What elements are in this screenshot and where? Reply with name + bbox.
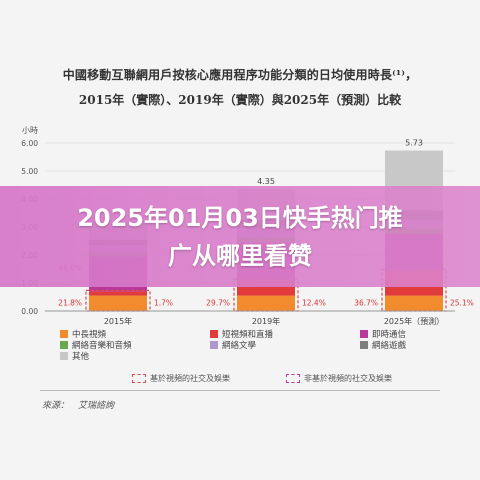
chart-title-line1: 中國移動互聯網用戶按核心應用程序功能分類的日均使用時長⁽¹⁾， bbox=[62, 68, 418, 82]
y-tick-label: 5.00 bbox=[21, 167, 38, 176]
legend-label: 即時通信 bbox=[372, 330, 407, 340]
legend-swatch bbox=[360, 341, 368, 349]
source-divider bbox=[40, 390, 440, 391]
legend-item: 中長視頻 bbox=[60, 328, 106, 340]
legend-swatch bbox=[210, 330, 218, 338]
legend-label: 網絡遊戲 bbox=[372, 341, 407, 351]
legend-swatch bbox=[60, 341, 68, 349]
legend-label: 短視頻和直播 bbox=[222, 330, 274, 340]
note-social-video: 基於視頻的社交及娛樂 bbox=[132, 373, 230, 384]
legend-swatch bbox=[210, 341, 218, 349]
legend-item: 網絡音樂和音頻 bbox=[60, 339, 132, 351]
bar-segment bbox=[89, 295, 147, 311]
legend-item: 其他 bbox=[60, 350, 89, 362]
legend-swatch bbox=[60, 352, 68, 360]
x-category-label: 2019年 bbox=[252, 316, 280, 326]
dashed-purple-box-icon bbox=[286, 374, 300, 383]
legend-label: 網絡音樂和音頻 bbox=[72, 341, 132, 351]
legend-item: 短視頻和直播 bbox=[210, 328, 273, 340]
short-video-share-label: 25.1% bbox=[450, 299, 474, 308]
note-nonvideo-label: 非基於視頻的社交及娛樂 bbox=[304, 374, 392, 383]
y-tick-label: 0.00 bbox=[21, 307, 38, 316]
dashed-red-box-icon bbox=[132, 374, 146, 383]
legend-label: 網絡文學 bbox=[222, 341, 257, 351]
y-axis-label: 小時 bbox=[22, 126, 38, 135]
legend-swatch bbox=[360, 330, 368, 338]
x-category-label: 2015年 bbox=[104, 316, 132, 326]
bar-segment bbox=[385, 295, 443, 311]
legend-item: 網絡文學 bbox=[210, 339, 256, 351]
overlay-title-line2: 广从哪里看赞 bbox=[168, 242, 312, 270]
overlay-title-line1: 2025年01月03日快手热门推 bbox=[77, 204, 403, 232]
legend-swatch bbox=[60, 330, 68, 338]
short-video-share-label: 1.7% bbox=[154, 299, 173, 308]
video-share-label: 36.7% bbox=[354, 299, 378, 308]
bar-total-label: 4.35 bbox=[257, 177, 275, 186]
legend-item: 即時通信 bbox=[360, 328, 406, 340]
bar-total-label: 5.73 bbox=[405, 139, 423, 148]
short-video-share-label: 12.4% bbox=[302, 299, 326, 308]
legend-label: 其他 bbox=[72, 352, 90, 362]
x-category-label: 2025年（預測） bbox=[384, 316, 444, 326]
chart-title-line2: 2015年（實際）、2019年（實際）與2025年（預測）比較 bbox=[78, 93, 402, 107]
note-nonvideo: 非基於視頻的社交及娛樂 bbox=[286, 373, 392, 384]
bar-segment bbox=[89, 291, 147, 296]
legend-item: 網絡遊戲 bbox=[360, 339, 406, 351]
title-overlay-banner bbox=[0, 186, 480, 287]
video-share-label: 29.7% bbox=[206, 299, 230, 308]
bar-segment bbox=[237, 295, 295, 311]
y-tick-label: 6.00 bbox=[21, 139, 38, 148]
note-social-video-label: 基於視頻的社交及娛樂 bbox=[150, 374, 230, 383]
legend-label: 中長視頻 bbox=[72, 330, 107, 340]
source-text: 來源： 艾瑞諮詢 bbox=[42, 401, 115, 411]
video-share-label: 21.8% bbox=[58, 299, 82, 308]
